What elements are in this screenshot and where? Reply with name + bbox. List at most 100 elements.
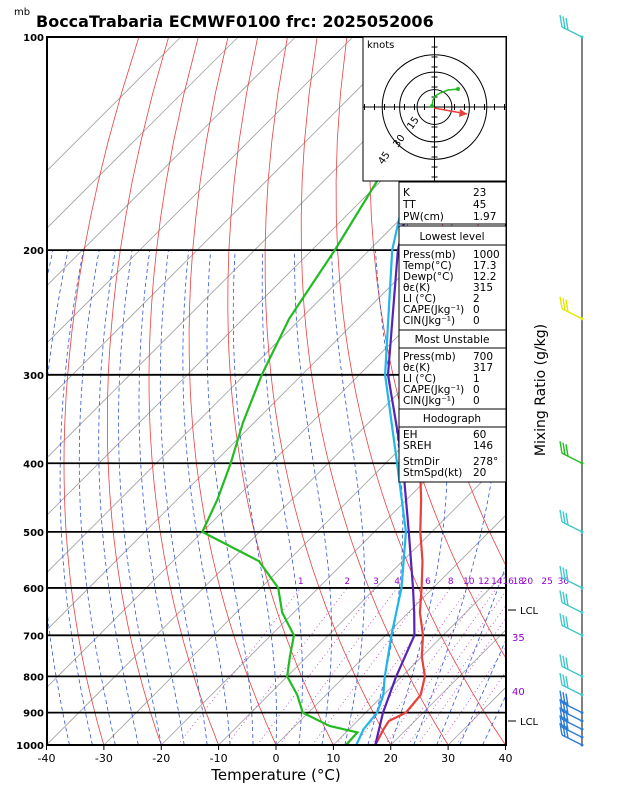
dry-adiabat-line	[264, 37, 392, 745]
mixing-ratio-label: 2	[344, 577, 350, 587]
lowest-row-label: Press(mb)	[403, 249, 456, 261]
wind-barb-base	[580, 735, 584, 739]
wind-barb	[561, 601, 583, 614]
wind-barb-flag	[562, 298, 566, 311]
moist-adiabat-line	[206, 250, 254, 745]
isotherm-line	[160, 399, 506, 745]
isotherm-line	[47, 170, 506, 631]
wind-barb-flag	[562, 708, 566, 721]
hodograph-trace	[431, 88, 459, 107]
wind-barb	[561, 684, 583, 696]
wetbulb-profile-line	[355, 117, 429, 745]
wind-barb-flag	[562, 716, 566, 729]
lowest-row-label: LI (°C)	[403, 293, 436, 305]
lowest-row-label: Temp(°C)	[402, 260, 452, 272]
wind-barb-flag	[559, 722, 563, 736]
wind-barb	[561, 726, 583, 738]
mu-row-value: 317	[473, 362, 493, 374]
isotherm-line	[47, 37, 411, 401]
wind-barb-flag	[565, 512, 569, 525]
wind-barb-flag	[565, 593, 569, 606]
wind-barb	[561, 452, 583, 464]
hodograph-unit-label: knots	[367, 40, 394, 51]
hodograph-end-dot	[456, 87, 460, 91]
mixing-ratio-label: 16	[502, 577, 514, 587]
dry-adiabat-line	[63, 37, 140, 745]
isotherm-line	[47, 227, 506, 688]
lowest-row-label: θε(K)	[403, 282, 430, 294]
pressure-tick-label: 500	[23, 528, 44, 539]
dewpoint-profile-line	[200, 37, 469, 745]
hodograph: knots 15 30 45	[362, 36, 507, 182]
pressure-tick-label: 100	[23, 33, 44, 44]
temperature-tick-label: -10	[210, 752, 228, 765]
mixing-ratio-label: 20	[522, 577, 534, 587]
wind-barb-base	[580, 743, 584, 747]
wind-barb-flag	[562, 591, 566, 605]
hodograph-stats-heading: Hodograph	[423, 413, 481, 425]
lowest-row-value: 315	[473, 282, 493, 294]
mixing-ratio-line	[256, 587, 377, 745]
mixing-ratio-label: 10	[463, 577, 475, 587]
wind-barb-flag	[562, 614, 566, 627]
mixing-ratio-label: 25	[541, 577, 552, 587]
mixing-ratio-label: 30	[558, 577, 570, 587]
mu-row-value: 700	[473, 351, 493, 363]
wind-barb-flag	[565, 718, 569, 731]
isotherm-line	[47, 37, 354, 344]
wind-barb-flag	[559, 509, 563, 522]
dry-adiabat-line	[107, 37, 169, 745]
wind-barb-flag	[559, 565, 563, 579]
storm-motion-arrowhead	[459, 109, 467, 117]
mixing-ratio-line	[226, 587, 348, 745]
wind-barb-base	[580, 586, 584, 590]
pressure-tick-label: 200	[23, 246, 44, 257]
wind-barb-flag	[565, 17, 569, 31]
wind-barb-flag	[565, 568, 569, 582]
dry-adiabat-line	[614, 37, 618, 745]
wind-barb-flag	[562, 691, 566, 705]
hodo-row-label: SREH	[403, 440, 432, 452]
temperature-tick-label: 20	[384, 752, 398, 765]
moist-adiabat-line	[367, 250, 404, 745]
moist-adiabat-line	[78, 250, 116, 745]
wind-barb-base	[580, 711, 584, 715]
mixing-ratio-axis-label: Mixing Ratio (g/kg)	[533, 324, 549, 456]
theta-e-label: 35	[512, 633, 525, 644]
wind-barb	[561, 308, 583, 320]
lowest-row-value: 17.3	[473, 260, 496, 272]
lowest-row-value: 0	[473, 304, 480, 316]
wind-barb	[561, 577, 583, 589]
wind-barb-flag	[559, 441, 563, 454]
wind-barb	[561, 710, 583, 722]
moist-adiabat-line	[98, 250, 139, 745]
temperature-tick-label: 10	[326, 752, 340, 765]
hodo-row-label: StmDir	[403, 456, 440, 468]
dry-adiabat-line	[555, 37, 618, 745]
index-value: 1.97	[473, 211, 496, 223]
isotherm-line	[47, 37, 296, 287]
dry-adiabat-line	[188, 37, 277, 745]
theta-e-label: 40	[512, 687, 525, 698]
hodo-row-label: StmSpd(kt)	[403, 467, 462, 479]
moist-adiabat-line	[47, 250, 54, 280]
temperature-tick-label: -20	[152, 752, 170, 765]
wind-barbs	[559, 14, 584, 747]
wind-barb-flag	[565, 675, 569, 689]
wind-barb-flag	[559, 296, 563, 309]
mu-row-value: 1	[473, 373, 480, 385]
wind-barb-flag	[565, 710, 569, 723]
x-axis-label: Temperature (°C)	[210, 766, 340, 784]
pressure-tick-label: 700	[23, 631, 44, 642]
mixing-ratio-line	[384, 587, 498, 745]
hodo-row-value: 146	[473, 440, 493, 452]
background-lines	[47, 37, 618, 745]
pressure-unit-label: mb	[14, 7, 30, 18]
index-value: 45	[473, 199, 486, 211]
wind-barb	[561, 734, 583, 746]
mixing-ratio-line	[396, 590, 506, 745]
temperature-tick-label: 0	[273, 752, 280, 765]
pressure-tick-label: 300	[23, 371, 44, 382]
wind-barb	[561, 26, 583, 38]
